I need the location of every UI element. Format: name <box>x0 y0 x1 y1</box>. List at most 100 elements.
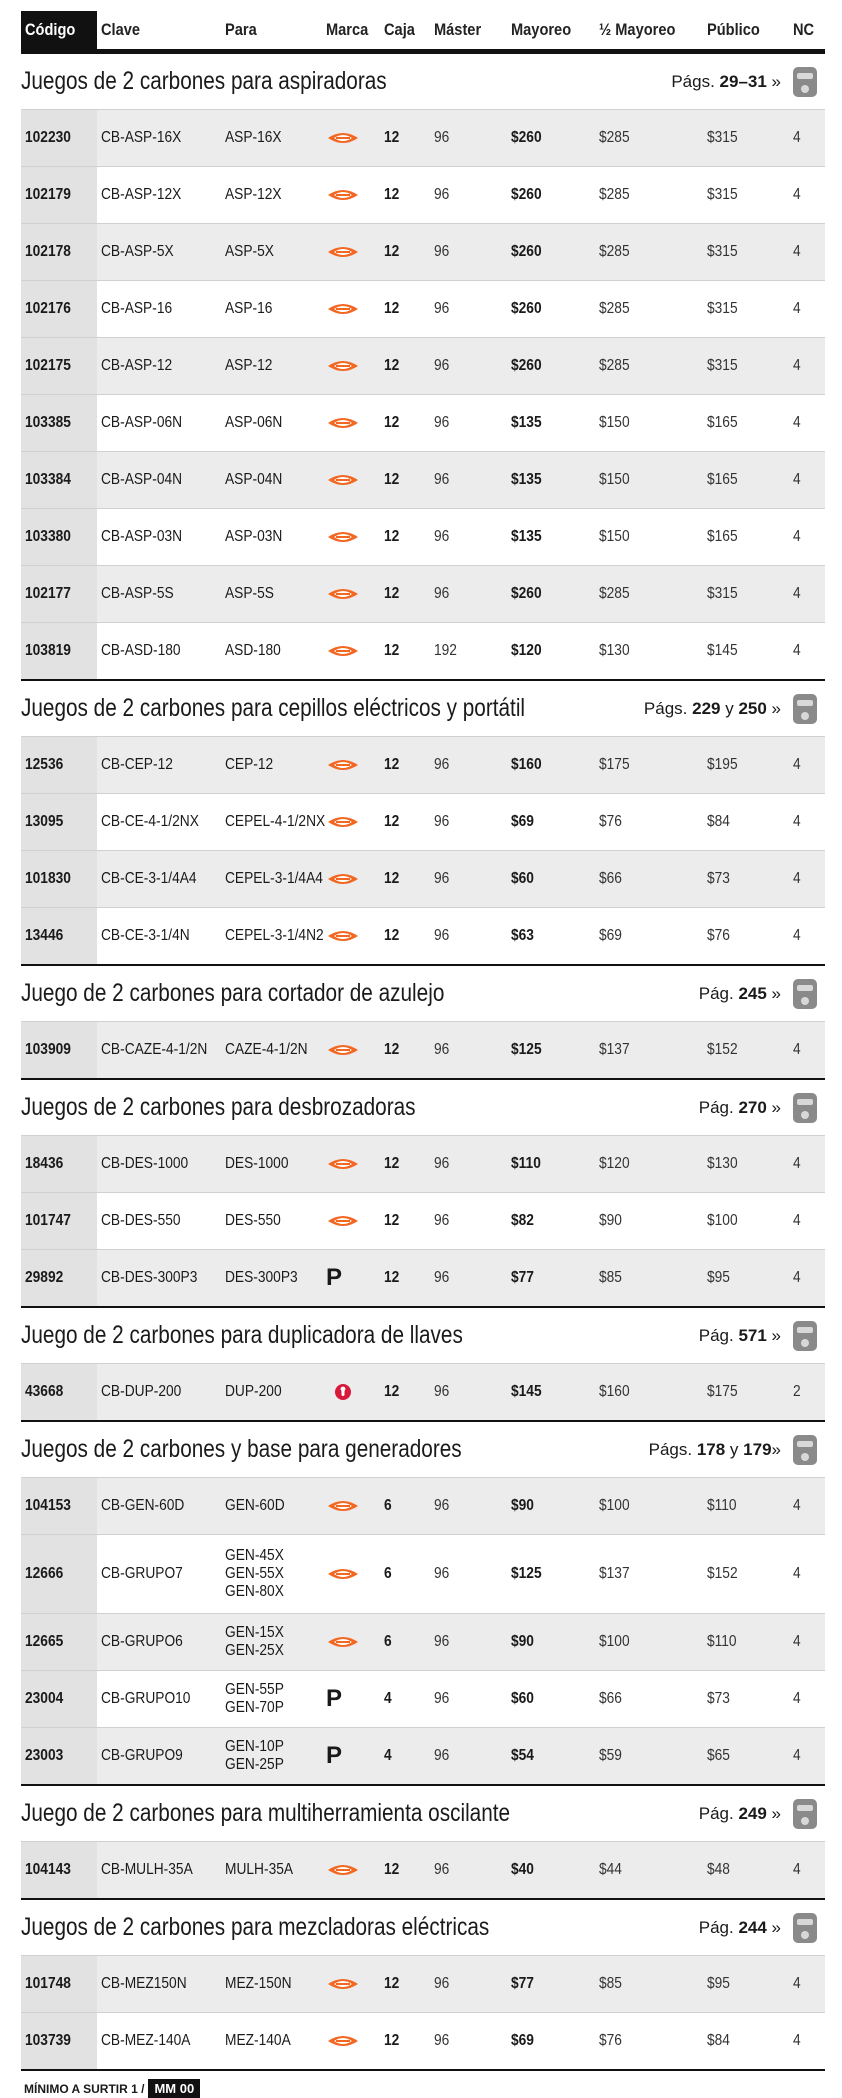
cell-text: 4 <box>793 357 801 374</box>
cell-mayoreo: $260 <box>505 110 593 166</box>
cell-mayoreo: $90 <box>505 1614 593 1670</box>
cell-text: 4 <box>793 585 801 602</box>
cell-nc: 4 <box>787 1842 825 1898</box>
section-title-row: Juegos de 2 carbones para desbrozadoras P… <box>21 1078 825 1135</box>
column-header: Máster <box>428 11 505 49</box>
cell-publico: $130 <box>701 1136 787 1192</box>
cell-medio-mayoreo: $137 <box>593 1535 701 1613</box>
hermex-logo <box>335 1384 351 1400</box>
cell-medio-mayoreo: $285 <box>593 167 701 223</box>
cell-text: 96 <box>434 1747 450 1764</box>
cell-mayoreo: $90 <box>505 1478 593 1534</box>
truper-logo <box>328 475 358 485</box>
cell-text: CB-GRUPO6 <box>101 1633 183 1650</box>
cell-codigo: 103819 <box>21 623 97 679</box>
para-line: ASP-16X <box>225 129 322 147</box>
cell-text: 29892 <box>25 1269 64 1286</box>
product-row: 101748 CB-MEZ150N MEZ-150N 12 96 $77 $85 $95 4 <box>21 1955 825 2012</box>
cell-text: 12666 <box>25 1565 64 1582</box>
cell-text: 96 <box>434 1633 450 1650</box>
cell-text: 102230 <box>25 129 71 146</box>
page-reference-part: 244 <box>738 1917 767 1937</box>
cell-para: ASP-12 <box>221 338 322 394</box>
page-reference-text: Págs. 178 y 179» <box>649 1440 781 1460</box>
cell-text: $260 <box>511 186 542 203</box>
page-reference-text: Pág. 249 » <box>699 1804 781 1824</box>
cell-text: 96 <box>434 813 450 830</box>
footer-text: MÍNIMO A SURTIR 1 / <box>24 2081 145 2096</box>
cell-clave: CB-CAZE-4-1/2N <box>97 1022 221 1078</box>
truper-logo <box>328 817 358 827</box>
cell-mayoreo: $260 <box>505 167 593 223</box>
cell-caja: 12 <box>378 1842 428 1898</box>
column-header-text: Código <box>25 20 76 39</box>
cell-master: 192 <box>428 623 505 679</box>
section-title: Juego de 2 carbones para multiherramient… <box>21 1799 511 1827</box>
cell-text: CB-GEN-60D <box>101 1497 185 1514</box>
cell-marca <box>322 1842 378 1898</box>
cell-publico: $73 <box>701 1671 787 1727</box>
cell-mayoreo: $63 <box>505 908 593 964</box>
cell-text: 4 <box>793 1497 801 1514</box>
cell-clave: CB-DUP-200 <box>97 1364 221 1420</box>
cell-text: $165 <box>707 414 738 431</box>
cell-text: 96 <box>434 471 450 488</box>
cell-text: $84 <box>707 2032 730 2049</box>
cell-text: 192 <box>434 642 457 659</box>
cell-text: 12 <box>384 2032 400 2049</box>
truper-logo <box>328 1637 358 1647</box>
truper-logo <box>328 133 358 143</box>
cell-clave: CB-ASP-12 <box>97 338 221 394</box>
cell-codigo: 13095 <box>21 794 97 850</box>
cell-marca: P <box>322 1250 378 1306</box>
cell-publico: $95 <box>701 1250 787 1306</box>
cell-text: CB-ASP-16 <box>101 300 173 317</box>
page-reference-part: y <box>720 698 739 718</box>
cell-text: 12 <box>384 642 400 659</box>
cell-text: CB-GRUPO10 <box>101 1690 191 1707</box>
section-icon <box>793 1320 817 1351</box>
cell-para: ASP-06N <box>221 395 322 451</box>
column-header-text: Caja <box>384 20 415 39</box>
cell-text: $260 <box>511 243 542 260</box>
cell-publico: $73 <box>701 851 787 907</box>
cell-codigo: 104143 <box>21 1842 97 1898</box>
para-line: CEP-12 <box>225 756 322 774</box>
cell-caja: 12 <box>378 851 428 907</box>
cell-text: $175 <box>599 756 630 773</box>
cell-text: $315 <box>707 585 738 602</box>
cell-text: 4 <box>793 471 801 488</box>
product-row: 101830 CB-CE-3-1/4A4 CEPEL-3-1/4A4 12 96 $60 $… <box>21 850 825 907</box>
cell-publico: $165 <box>701 395 787 451</box>
cell-marca <box>322 1193 378 1249</box>
cell-clave: CB-GRUPO9 <box>97 1728 221 1784</box>
cell-text: $90 <box>511 1633 534 1650</box>
cell-master: 96 <box>428 1250 505 1306</box>
cell-text: $120 <box>511 642 542 659</box>
cell-text: 101747 <box>25 1212 71 1229</box>
para-line: DES-1000 <box>225 1155 322 1173</box>
cell-codigo: 102179 <box>21 167 97 223</box>
cell-text: 6 <box>384 1497 392 1514</box>
cell-text: $40 <box>511 1861 534 1878</box>
para-line: GEN-55P <box>225 1681 322 1699</box>
cell-text: $165 <box>707 528 738 545</box>
cell-text: $145 <box>511 1383 542 1400</box>
column-header: Código <box>21 11 97 49</box>
page-reference: Pág. 270 » <box>699 1085 825 1131</box>
cell-text: 104153 <box>25 1497 71 1514</box>
cell-text: 12 <box>384 129 400 146</box>
page-reference-part: Págs. <box>643 698 693 718</box>
cell-medio-mayoreo: $85 <box>593 1250 701 1306</box>
cell-text: 12 <box>384 1861 400 1878</box>
cell-text: $59 <box>599 1747 622 1764</box>
cell-text: 96 <box>434 1497 450 1514</box>
cell-text: 4 <box>793 1690 801 1707</box>
para-line: ASP-03N <box>225 528 322 546</box>
product-row: 12536 CB-CEP-12 CEP-12 12 96 $160 $175 $195 4 <box>21 736 825 793</box>
cell-text: $285 <box>599 357 630 374</box>
cell-nc: 4 <box>787 1478 825 1534</box>
cell-text: 103385 <box>25 414 71 431</box>
truper-logo <box>328 532 358 542</box>
